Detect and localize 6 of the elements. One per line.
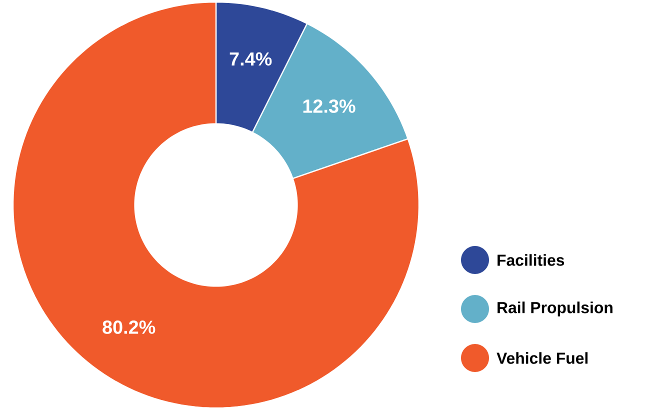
data-label: 7.4% [230, 52, 272, 66]
data-label: 12.3% [303, 99, 356, 113]
legend-label: Rail Propulsion [498, 302, 612, 316]
legend-label: Facilities [498, 254, 564, 266]
data-label: 80.2% [102, 320, 156, 334]
legend-label: Vehicle Fuel [496, 352, 588, 364]
